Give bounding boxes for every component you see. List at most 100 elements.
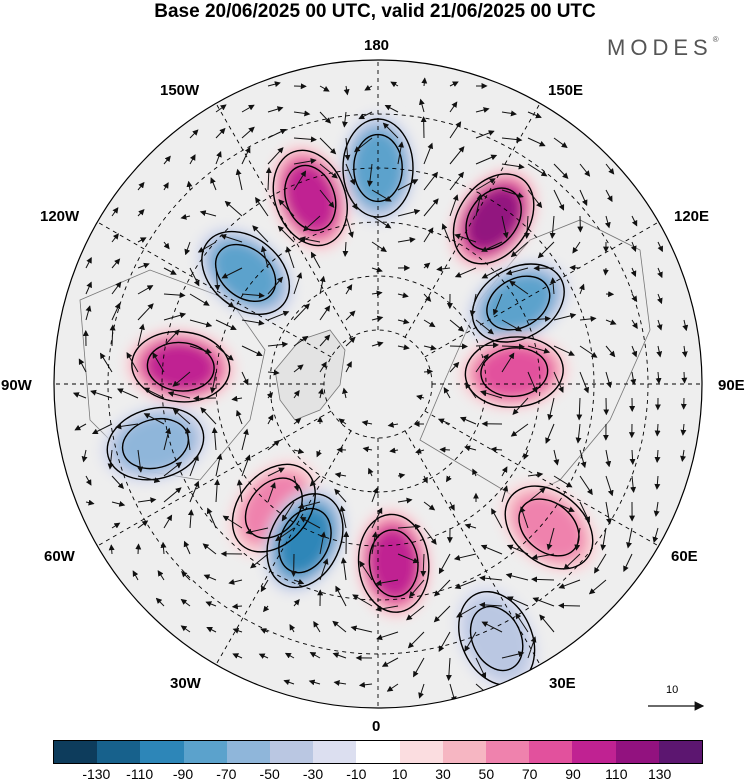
contour-line bbox=[278, 507, 332, 574]
colorbar-tick-label: -130 bbox=[82, 766, 111, 782]
wind-arrow bbox=[501, 215, 509, 239]
wind-arrow bbox=[299, 517, 321, 529]
wind-arrow bbox=[267, 128, 287, 139]
wind-arrow bbox=[293, 335, 309, 347]
wind-arrow bbox=[605, 189, 613, 203]
wind-arrow bbox=[386, 683, 399, 692]
wind-arrow bbox=[210, 177, 217, 191]
wind-arrow bbox=[594, 553, 607, 574]
wind-arrow bbox=[506, 544, 529, 555]
wind-arrow bbox=[319, 305, 331, 321]
wind-arrow bbox=[600, 527, 607, 551]
wind-arrow bbox=[309, 475, 321, 487]
wind-arrow bbox=[137, 285, 154, 295]
wind-arrow bbox=[189, 480, 200, 503]
wind-arrow bbox=[501, 343, 525, 350]
wind-arrow bbox=[652, 527, 659, 544]
wind-arrow bbox=[630, 475, 637, 493]
wind-arrow bbox=[289, 624, 296, 633]
wind-arrow bbox=[332, 652, 347, 659]
wind-arrow bbox=[293, 272, 303, 295]
wind-arrow bbox=[397, 318, 410, 325]
wind-arrow bbox=[656, 345, 663, 358]
wind-arrow bbox=[220, 233, 243, 243]
wind-arrow bbox=[135, 543, 142, 555]
wind-arrow bbox=[657, 267, 663, 279]
wind-arrow bbox=[163, 241, 170, 250]
wind-arrow bbox=[407, 631, 425, 649]
wind-arrow bbox=[371, 315, 384, 322]
colorbar-swatch bbox=[442, 741, 487, 763]
wind-arrow bbox=[481, 267, 503, 279]
wind-arrow bbox=[352, 594, 373, 607]
longitude-label-150e: 150E bbox=[548, 82, 584, 99]
wind-arrow bbox=[126, 352, 139, 373]
wind-arrow bbox=[137, 262, 150, 269]
wind-arrow bbox=[397, 179, 419, 191]
wind-arrow bbox=[299, 236, 321, 243]
wind-arrow bbox=[85, 475, 92, 486]
wind-arrow bbox=[163, 329, 180, 347]
wind-arrow bbox=[319, 163, 338, 179]
contour-line bbox=[214, 243, 277, 302]
wind-arrow bbox=[371, 189, 392, 202]
wind-arrow bbox=[364, 84, 373, 91]
wind-arrow bbox=[545, 423, 555, 444]
wind-arrow bbox=[454, 579, 477, 590]
wind-vectors bbox=[72, 77, 689, 703]
wind-arrow bbox=[260, 628, 269, 634]
wind-arrow bbox=[116, 388, 139, 399]
contour-line bbox=[504, 485, 594, 570]
wind-arrow bbox=[579, 501, 590, 523]
wind-arrow bbox=[623, 553, 633, 573]
colorbar-tick-label: -110 bbox=[126, 766, 154, 782]
wind-arrow bbox=[263, 605, 270, 613]
colorbar-swatch bbox=[140, 741, 184, 763]
wind-arrow bbox=[505, 572, 529, 581]
wind-arrow bbox=[527, 315, 551, 322]
wind-arrow bbox=[163, 182, 169, 191]
wind-arrow bbox=[416, 394, 425, 401]
contour-line bbox=[480, 347, 549, 398]
wind-arrow bbox=[278, 199, 295, 217]
longitude-label-0: 0 bbox=[372, 718, 381, 735]
wind-arrow bbox=[359, 560, 373, 581]
wind-arrow bbox=[443, 386, 451, 399]
wind-arrow bbox=[553, 345, 575, 356]
wind-arrow bbox=[381, 657, 399, 667]
wind-arrow bbox=[206, 626, 217, 633]
wind-arrow bbox=[371, 531, 378, 555]
wind-arrow bbox=[81, 449, 88, 463]
wind-arrow bbox=[293, 136, 317, 143]
wind-arrow bbox=[375, 579, 399, 586]
wind-arrow bbox=[215, 293, 235, 308]
wind-arrow bbox=[132, 570, 139, 581]
colorbar-tick-label: 70 bbox=[521, 766, 538, 782]
wind-arrow bbox=[267, 369, 280, 376]
wind-arrow bbox=[445, 475, 452, 483]
wind-arrow bbox=[630, 267, 637, 277]
wind-arrow bbox=[602, 267, 609, 276]
wind-arrow bbox=[107, 449, 114, 470]
wind-arrow bbox=[491, 508, 503, 529]
wind-arrow bbox=[438, 553, 451, 575]
wind-arrow bbox=[137, 449, 144, 473]
colorbar-swatch bbox=[313, 741, 357, 763]
contour-line bbox=[231, 463, 316, 553]
wind-arrow bbox=[267, 81, 281, 88]
wind-arrow bbox=[654, 449, 661, 464]
wind-arrow bbox=[527, 137, 546, 147]
wind-arrow bbox=[501, 136, 523, 143]
anomaly-blob bbox=[285, 164, 336, 232]
wind-arrow bbox=[293, 303, 310, 321]
wind-arrow bbox=[111, 500, 126, 507]
longitude-label-30w: 30W bbox=[170, 675, 201, 692]
wind-arrow bbox=[479, 601, 503, 608]
wind-arrow bbox=[605, 319, 617, 325]
polar-map bbox=[53, 59, 703, 709]
wind-arrow bbox=[631, 293, 638, 303]
contour-line bbox=[465, 187, 522, 251]
wind-arrow bbox=[85, 499, 95, 506]
longitude-label-90e: 90E bbox=[718, 377, 745, 394]
wind-arrow bbox=[406, 605, 425, 621]
